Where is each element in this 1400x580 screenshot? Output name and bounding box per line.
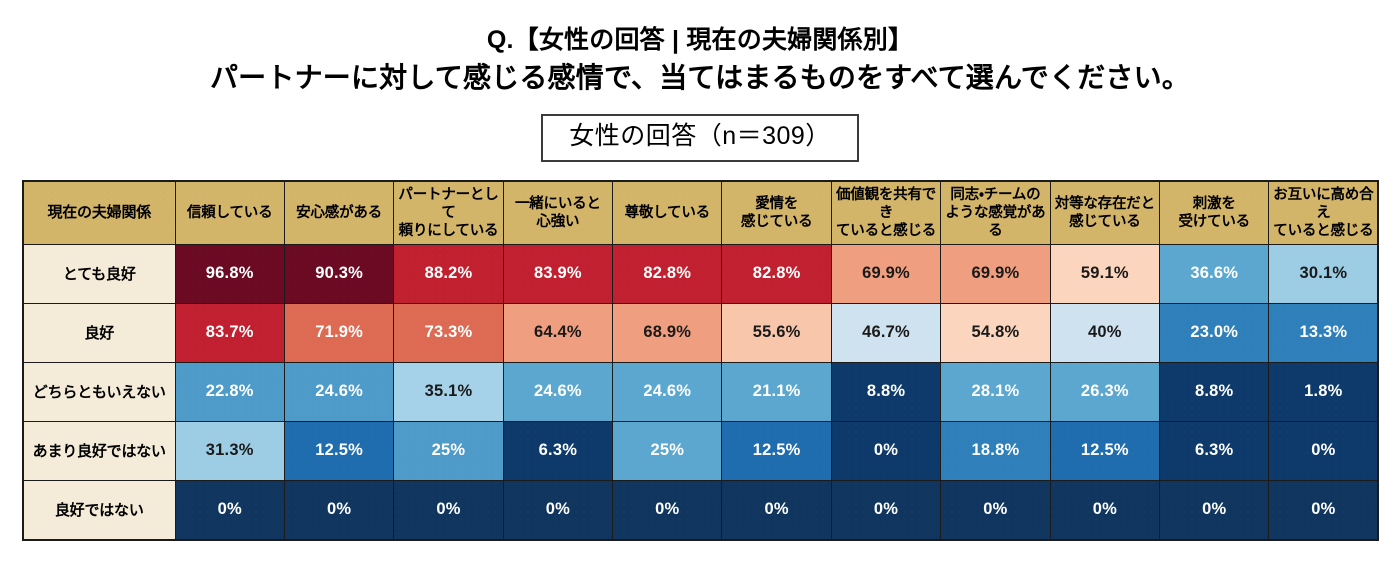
table-head: 現在の夫婦関係 信頼している 安心感がある パートナーとして 頼りにしている 一緒にいると… (22, 180, 1379, 245)
data-cell-r0-c9: 36.6% (1159, 243, 1270, 304)
table-row: 良好ではない 0% 0% 0% 0% 0% 0% 0% 0% 0% 0% 0% (22, 479, 1379, 541)
table-body: とても良好 96.8% 90.3% 88.2% 83.9% 82.8% 82.8% 69.9%… (22, 243, 1379, 541)
data-cell-r2-c7: 28.1% (940, 361, 1051, 422)
header-cell-7: 同志・チームの ような感覚がある (940, 180, 1051, 245)
data-cell-r0-c1: 90.3% (283, 243, 395, 304)
data-cell-r0-c5: 82.8% (721, 243, 832, 304)
data-cell-r4-c6: 0% (830, 479, 942, 541)
data-cell-r1-c6: 46.7% (830, 302, 942, 363)
header-cell-0: 信頼している (174, 180, 285, 245)
data-cell-r0-c2: 88.2% (393, 243, 504, 304)
header-cell-6: 価値観を共有でき ていると感じる (830, 180, 942, 245)
data-cell-r1-c9: 23.0% (1159, 302, 1270, 363)
header-cell-corner: 現在の夫婦関係 (22, 180, 176, 245)
data-cell-r0-c8: 59.1% (1049, 243, 1161, 304)
data-cell-r2-c6: 8.8% (830, 361, 942, 422)
data-cell-r1-c7: 54.8% (940, 302, 1051, 363)
data-cell-r0-c4: 82.8% (612, 243, 723, 304)
page-title-line-2: パートナーに対して感じる感情で、当てはまるものをすべて選んでください。 (209, 62, 1190, 93)
data-cell-r1-c2: 73.3% (393, 302, 504, 363)
data-cell-r2-c4: 24.6% (612, 361, 723, 422)
data-cell-r4-c0: 0% (174, 479, 285, 541)
row-label-3: あまり良好ではない (22, 420, 176, 481)
row-label-4: 良好ではない (22, 479, 176, 541)
data-cell-r4-c7: 0% (940, 479, 1051, 541)
data-cell-r0-c3: 83.9% (502, 243, 614, 304)
header-row: 現在の夫婦関係 信頼している 安心感がある パートナーとして 頼りにしている 一緒にいると… (22, 180, 1379, 245)
row-label-2: どちらともいえない (22, 361, 176, 422)
data-cell-r3-c2: 25% (393, 420, 504, 481)
matrix-table-wrap: 現在の夫婦関係 信頼している 安心感がある パートナーとして 頼りにしている 一緒にいると… (22, 179, 1380, 541)
data-cell-r0-c10: 30.1% (1268, 243, 1379, 304)
data-cell-r3-c6: 0% (830, 420, 942, 481)
data-cell-r2-c1: 24.6% (283, 361, 395, 422)
header-cell-10: お互いに高め合え ていると感じる (1268, 180, 1379, 245)
data-cell-r3-c3: 6.3% (502, 420, 614, 481)
data-cell-r1-c1: 71.9% (283, 302, 395, 363)
data-cell-r2-c5: 21.1% (721, 361, 832, 422)
data-cell-r4-c1: 0% (283, 479, 395, 541)
header-cell-5: 愛情を 感じている (721, 180, 832, 245)
data-cell-r3-c9: 6.3% (1159, 420, 1270, 481)
data-cell-r2-c0: 22.8% (174, 361, 285, 422)
data-cell-r1-c0: 83.7% (174, 302, 285, 363)
data-cell-r3-c8: 12.5% (1049, 420, 1161, 481)
data-cell-r4-c10: 0% (1268, 479, 1379, 541)
data-cell-r0-c6: 69.9% (830, 243, 942, 304)
row-label-1: 良好 (22, 302, 176, 363)
row-label-0: とても良好 (22, 243, 176, 304)
data-cell-r2-c3: 24.6% (502, 361, 614, 422)
data-cell-r4-c2: 0% (393, 479, 504, 541)
header-cell-8: 対等な存在だと 感じている (1049, 180, 1161, 245)
data-cell-r0-c7: 69.9% (940, 243, 1051, 304)
data-cell-r2-c10: 1.8% (1268, 361, 1379, 422)
respondent-count-badge: 女性の回答（n＝309） (541, 114, 859, 162)
table-row: どちらともいえない 22.8% 24.6% 35.1% 24.6% 24.6% 21.1% 8… (22, 361, 1379, 422)
heatmap-table: 現在の夫婦関係 信頼している 安心感がある パートナーとして 頼りにしている 一緒にいると… (22, 179, 1380, 541)
data-cell-r1-c8: 40% (1049, 302, 1161, 363)
table-row: とても良好 96.8% 90.3% 88.2% 83.9% 82.8% 82.8% 69.9%… (22, 243, 1379, 304)
data-cell-r0-c0: 96.8% (174, 243, 285, 304)
data-cell-r3-c1: 12.5% (283, 420, 395, 481)
data-cell-r3-c0: 31.3% (174, 420, 285, 481)
data-cell-r4-c8: 0% (1049, 479, 1161, 541)
data-cell-r3-c5: 12.5% (721, 420, 832, 481)
header-cell-2: パートナーとして 頼りにしている (393, 180, 504, 245)
header-cell-3: 一緒にいると 心強い (502, 180, 614, 245)
data-cell-r4-c5: 0% (721, 479, 832, 541)
header-cell-4: 尊敬している (612, 180, 723, 245)
table-row: 良好 83.7% 71.9% 73.3% 64.4% 68.9% 55.6% 46.7% 54.… (22, 302, 1379, 363)
data-cell-r1-c5: 55.6% (721, 302, 832, 363)
data-cell-r3-c10: 0% (1268, 420, 1379, 481)
data-cell-r2-c2: 35.1% (393, 361, 504, 422)
data-cell-r1-c10: 13.3% (1268, 302, 1379, 363)
data-cell-r4-c4: 0% (612, 479, 723, 541)
data-cell-r2-c9: 8.8% (1159, 361, 1270, 422)
subtitle-wrap: 女性の回答（n＝309） (0, 114, 1400, 162)
header-cell-9: 刺激を 受けている (1159, 180, 1270, 245)
title-block: Q.【女性の回答 | 現在の夫婦関係別】 パートナーに対して感じる感情で、当ては… (0, 0, 1400, 96)
data-cell-r3-c4: 25% (612, 420, 723, 481)
data-cell-r3-c7: 18.8% (940, 420, 1051, 481)
page-title-line-1: Q.【女性の回答 | 現在の夫婦関係別】 (486, 26, 914, 54)
header-cell-1: 安心感がある (283, 180, 395, 245)
table-row: あまり良好ではない 31.3% 12.5% 25% 6.3% 25% 12.5% 0% 18.8… (22, 420, 1379, 481)
data-cell-r1-c3: 64.4% (502, 302, 614, 363)
data-cell-r1-c4: 68.9% (612, 302, 723, 363)
data-cell-r4-c3: 0% (502, 479, 614, 541)
data-cell-r4-c9: 0% (1159, 479, 1270, 541)
data-cell-r2-c8: 26.3% (1049, 361, 1161, 422)
